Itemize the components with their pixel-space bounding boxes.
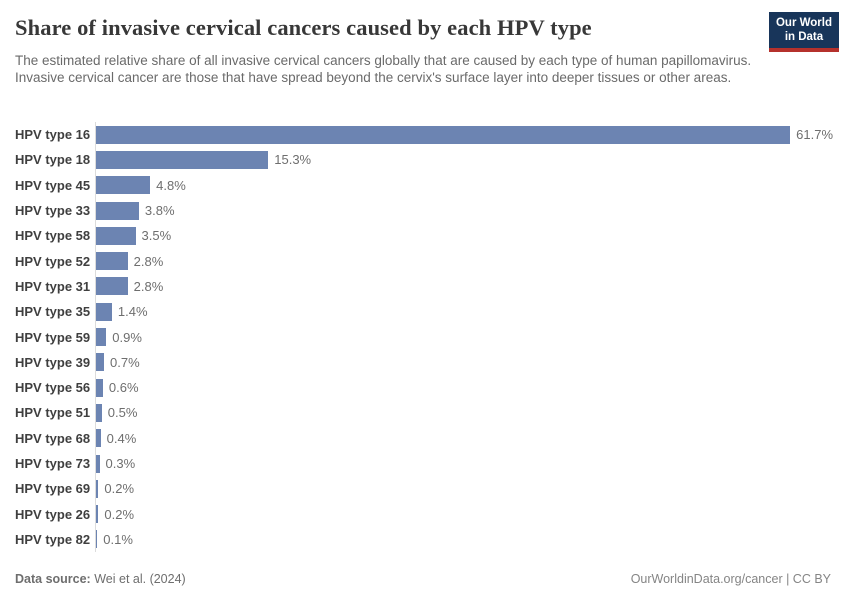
bar-area: 0.3% [95, 450, 831, 477]
bar [96, 252, 128, 271]
owid-logo-line2: in Data [784, 30, 824, 43]
bar-label: HPV type 69 [15, 481, 91, 497]
bar-label: HPV type 58 [15, 228, 91, 244]
bar-label: HPV type 18 [15, 152, 91, 168]
bar-label: HPV type 51 [15, 405, 91, 421]
bar-value: 0.4% [106, 430, 137, 446]
bar-area: 3.8% [95, 197, 831, 224]
bar [96, 454, 100, 473]
bar-row: HPV type 45 4.8% [15, 172, 831, 198]
bar-label: HPV type 39 [15, 354, 91, 370]
bar-row: HPV type 59 0.9% [15, 324, 831, 350]
bar-area: 0.7% [95, 349, 831, 375]
bar-value: 0.9% [112, 329, 142, 345]
bar-value: 15.3% [274, 152, 312, 168]
bar-value: 0.2% [104, 481, 135, 497]
bar-value: 2.8% [133, 278, 164, 294]
chart-footer: Data source: Wei et al. (2024) OurWorldi… [15, 572, 831, 586]
bar [96, 176, 151, 195]
bar-label: HPV type 52 [15, 253, 91, 269]
bar-label: HPV type 16 [15, 127, 91, 143]
bar-value: 0.5% [107, 405, 138, 421]
bar-value: 0.6% [108, 380, 139, 396]
data-source-value: Wei et al. (2024) [94, 572, 186, 586]
bar-area: 3.5% [95, 223, 831, 249]
bar [96, 302, 112, 321]
chart-subtitle: The estimated relative share of all inva… [15, 53, 752, 85]
bar-value: 0.2% [104, 506, 135, 522]
bar-value: 0.7% [110, 354, 140, 370]
bar-value: 1.4% [117, 304, 148, 320]
bar-row: HPV type 31 2.8% [15, 273, 831, 300]
bar-area: 0.9% [95, 324, 831, 350]
bar [96, 530, 98, 549]
chart-header: Share of invasive cervical cancers cause… [15, 15, 835, 86]
bar-label: HPV type 35 [15, 304, 91, 320]
bar [96, 378, 103, 397]
bar-value: 0.3% [105, 456, 136, 471]
bar-value: 4.8% [156, 177, 186, 193]
bar-label: HPV type 56 [15, 380, 91, 396]
bar-label: HPV type 45 [15, 177, 91, 193]
bar [96, 201, 139, 220]
bar-row: HPV type 33 3.8% [15, 197, 831, 224]
bar-label: HPV type 33 [15, 203, 91, 219]
bar-value: 3.5% [141, 228, 172, 244]
bar-row: HPV type 58 3.5% [15, 223, 831, 249]
bar [96, 277, 128, 296]
bar-area: 4.8% [95, 172, 831, 198]
bar-chart: HPV type 16 61.7% HPV type 18 15.3% HPV type… [15, 122, 834, 553]
bar-value: 2.8% [133, 253, 164, 269]
bar [96, 226, 136, 245]
bar-row: HPV type 69 0.2% [15, 476, 831, 502]
bar-row: HPV type 16 61.7% [15, 122, 834, 148]
attribution: OurWorldinData.org/cancer | CC BY [630, 572, 831, 586]
bar-area: 15.3% [95, 147, 831, 173]
bar-row: HPV type 18 15.3% [15, 147, 831, 173]
bar [96, 150, 269, 169]
bar-area: 2.8% [95, 273, 831, 300]
bar-row: HPV type 26 0.2% [15, 501, 831, 527]
bar-label: HPV type 26 [15, 506, 91, 522]
bar-value: 61.7% [796, 127, 834, 143]
bar-area: 2.8% [95, 248, 831, 274]
bar-area: 0.2% [95, 501, 831, 527]
bar-row: HPV type 82 0.1% [15, 526, 831, 553]
owid-logo-line1: Our World [775, 17, 832, 29]
data-source-label: Data source: [15, 572, 91, 586]
bar [96, 328, 107, 347]
bar-row: HPV type 51 0.5% [15, 400, 831, 426]
bar-row: HPV type 39 0.7% [15, 349, 831, 375]
bar [96, 429, 101, 448]
bar-row: HPV type 68 0.4% [15, 425, 831, 451]
bar-area: 0.4% [95, 425, 831, 451]
bar-area: 1.4% [95, 299, 831, 325]
bar-row: HPV type 73 0.3% [15, 450, 831, 477]
bar-label: HPV type 59 [15, 329, 91, 345]
bar [96, 353, 105, 372]
bar-area: 0.1% [95, 526, 831, 553]
bar [96, 479, 99, 498]
bar-value: 0.1% [103, 531, 133, 547]
bar-label: HPV type 31 [15, 278, 91, 294]
bar-area: 0.2% [95, 476, 831, 502]
bar-area: 0.5% [95, 400, 831, 426]
bar-row: HPV type 56 0.6% [15, 374, 831, 401]
bar-area: 0.6% [95, 374, 831, 401]
bar-row: HPV type 35 1.4% [15, 299, 831, 325]
bar [96, 505, 99, 524]
bar-label: HPV type 73 [15, 456, 91, 471]
bar [96, 125, 791, 144]
bar-row: HPV type 52 2.8% [15, 248, 831, 274]
bar-value: 3.8% [144, 203, 175, 219]
page-title: Share of invasive cervical cancers cause… [15, 15, 592, 40]
bar-area: 61.7% [95, 122, 834, 148]
bar-label: HPV type 82 [15, 531, 91, 547]
bar-label: HPV type 68 [15, 430, 91, 446]
owid-logo: Our World in Data [768, 12, 839, 52]
data-source: Data source: Wei et al. (2024) [15, 572, 186, 586]
bar [96, 403, 102, 422]
